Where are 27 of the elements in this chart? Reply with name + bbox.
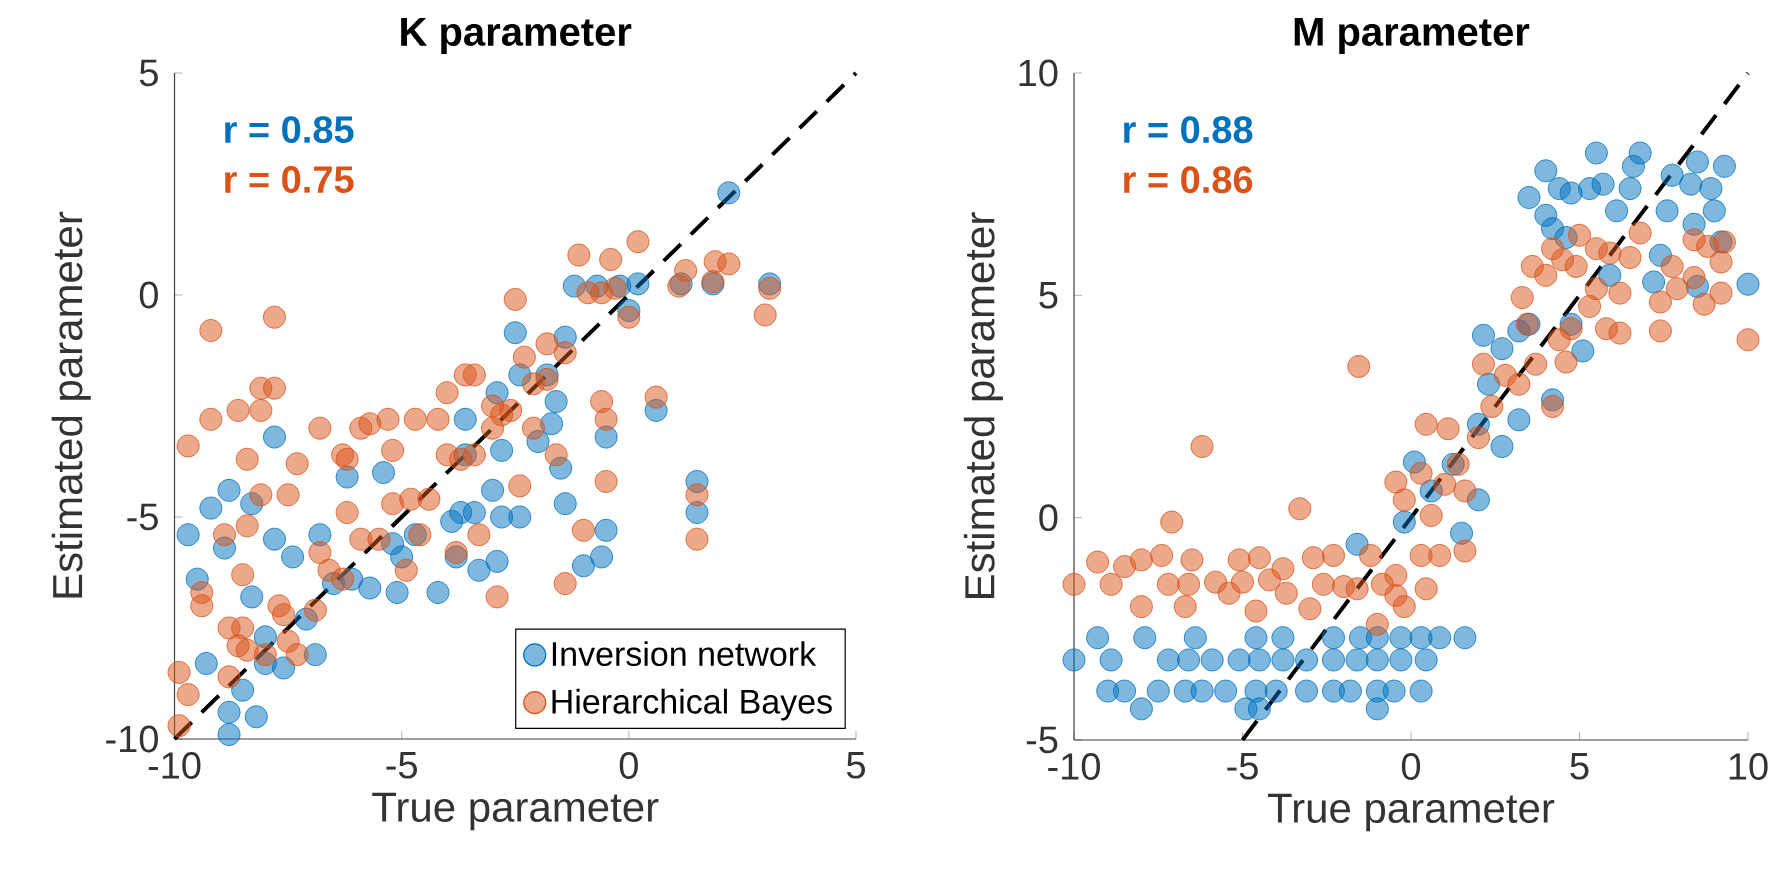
chart-title: K parameter [401, 18, 632, 54]
legend-label: Inversion network [552, 641, 817, 667]
x-tick-label: 0 [619, 752, 638, 779]
x-tick-label: 0 [1401, 753, 1421, 780]
y-tick-label: 0 [139, 281, 158, 309]
chart-title: M parameter [1294, 18, 1530, 54]
y-tick-label: -5 [1026, 726, 1058, 754]
annotation: r = 0.86 [1124, 166, 1253, 194]
annotation: r = 0.75 [225, 166, 354, 194]
x-axis-title: True parameter [372, 792, 659, 831]
x-tick-label: -5 [1227, 753, 1258, 780]
x-tick-label: -5 [386, 752, 417, 779]
x-tick-label: 5 [1570, 753, 1589, 780]
y-tick-label: 5 [1039, 282, 1058, 309]
y-tick-label: 5 [139, 59, 158, 87]
y-tick-label: -10 [106, 725, 158, 753]
annotation: r = 0.88 [1124, 116, 1253, 144]
y-tick-label: -5 [127, 503, 158, 531]
y-tick-label: 0 [1039, 504, 1058, 532]
annotation: r = 0.85 [225, 116, 354, 144]
y-axis-title: Estimated parameter [963, 212, 1003, 598]
y-tick-label: 10 [1019, 59, 1058, 87]
y-axis-title: Estimated parameter [51, 211, 91, 598]
x-axis-title: True parameter [1268, 793, 1555, 832]
x-tick-label: 5 [846, 752, 865, 779]
x-tick-label: 10 [1729, 753, 1768, 780]
legend-label: Hierarchical Bayes [552, 688, 832, 721]
